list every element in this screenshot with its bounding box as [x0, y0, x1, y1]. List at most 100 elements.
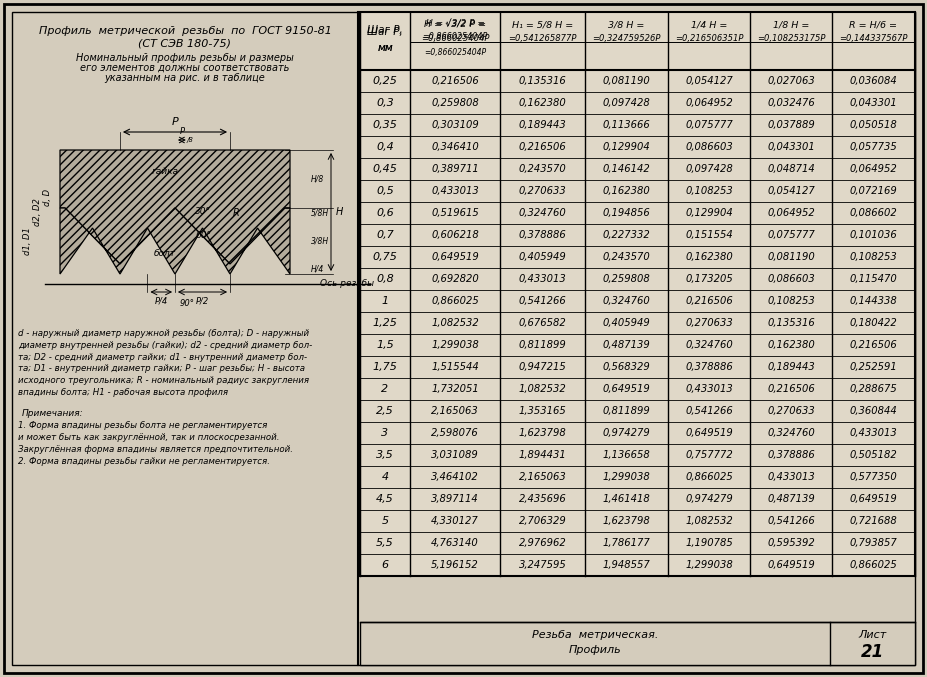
- Text: 0,974279: 0,974279: [603, 428, 651, 438]
- Text: 5,5: 5,5: [376, 538, 394, 548]
- Text: 0,676582: 0,676582: [518, 318, 566, 328]
- Text: 0,346410: 0,346410: [431, 142, 479, 152]
- Text: H = √3/2 P =: H = √3/2 P =: [425, 20, 485, 28]
- Text: 0,433013: 0,433013: [518, 274, 566, 284]
- Text: Резьба  метрическая.: Резьба метрическая.: [532, 630, 658, 640]
- Text: 4,330127: 4,330127: [431, 516, 479, 526]
- Text: 2,165063: 2,165063: [431, 406, 479, 416]
- Text: гайка: гайка: [151, 167, 179, 177]
- Text: 0,866025: 0,866025: [685, 472, 733, 482]
- Text: 0,3: 0,3: [376, 98, 394, 108]
- Text: 0,35: 0,35: [373, 120, 398, 130]
- Text: 1,136658: 1,136658: [603, 450, 651, 460]
- Text: 0,811899: 0,811899: [518, 340, 566, 350]
- Text: 1,623798: 1,623798: [518, 428, 566, 438]
- Text: 1,786177: 1,786177: [603, 538, 651, 548]
- Text: Профиль: Профиль: [568, 645, 621, 655]
- Text: 0,378886: 0,378886: [518, 230, 566, 240]
- Text: 0,081190: 0,081190: [603, 76, 651, 86]
- Text: 1,299038: 1,299038: [685, 560, 733, 570]
- Text: 3,247595: 3,247595: [518, 560, 566, 570]
- Text: его элементов должны соответствовать: его элементов должны соответствовать: [81, 63, 289, 73]
- Text: 0,064952: 0,064952: [768, 208, 815, 218]
- Text: 60°: 60°: [195, 232, 211, 240]
- Text: H₁ = 5/8 H =: H₁ = 5/8 H =: [512, 20, 573, 30]
- Text: 0,577350: 0,577350: [850, 472, 897, 482]
- Text: 0,360844: 0,360844: [850, 406, 897, 416]
- Text: P: P: [180, 127, 184, 136]
- Text: 0,541266: 0,541266: [768, 516, 815, 526]
- Text: 0,216506: 0,216506: [685, 296, 733, 306]
- Text: 4: 4: [381, 472, 388, 482]
- Text: =0,324759526P: =0,324759526P: [592, 33, 661, 43]
- Text: 0,243570: 0,243570: [603, 252, 651, 262]
- Text: 0,5: 0,5: [376, 186, 394, 196]
- Text: 0,146142: 0,146142: [603, 164, 651, 174]
- Text: 1,082532: 1,082532: [685, 516, 733, 526]
- Text: 1,190785: 1,190785: [685, 538, 733, 548]
- Text: 1,461418: 1,461418: [603, 494, 651, 504]
- Text: 0,108253: 0,108253: [768, 296, 815, 306]
- Text: 3,464102: 3,464102: [431, 472, 479, 482]
- Text: 30°: 30°: [195, 206, 211, 215]
- Text: H/8: H/8: [311, 175, 324, 183]
- Text: H: H: [336, 207, 343, 217]
- Text: болт: болт: [154, 250, 176, 259]
- Text: 3,897114: 3,897114: [431, 494, 479, 504]
- Text: 0,243570: 0,243570: [518, 164, 566, 174]
- Text: 0,115470: 0,115470: [850, 274, 897, 284]
- Text: 2,706329: 2,706329: [518, 516, 566, 526]
- Text: 0,793857: 0,793857: [850, 538, 897, 548]
- Text: 0,433013: 0,433013: [768, 472, 815, 482]
- Text: 0,7: 0,7: [376, 230, 394, 240]
- Text: 0,050518: 0,050518: [850, 120, 897, 130]
- Text: 0,259808: 0,259808: [603, 274, 651, 284]
- Text: 0,324760: 0,324760: [685, 340, 733, 350]
- Bar: [360, 622, 915, 665]
- Text: 0,216506: 0,216506: [768, 384, 815, 394]
- Text: 0,180422: 0,180422: [850, 318, 897, 328]
- Text: 0,649519: 0,649519: [431, 252, 479, 262]
- Text: 0,606218: 0,606218: [431, 230, 479, 240]
- Text: 1,732051: 1,732051: [431, 384, 479, 394]
- Text: 1,082532: 1,082532: [431, 318, 479, 328]
- Text: Номинальный профиль резьбы и размеры: Номинальный профиль резьбы и размеры: [76, 53, 294, 63]
- Text: 4,5: 4,5: [376, 494, 394, 504]
- Text: 0,048714: 0,048714: [768, 164, 815, 174]
- Text: 2,165063: 2,165063: [518, 472, 566, 482]
- Text: 3: 3: [381, 428, 388, 438]
- Text: 2,598076: 2,598076: [431, 428, 479, 438]
- Text: 0,144338: 0,144338: [850, 296, 897, 306]
- Text: 0,649519: 0,649519: [768, 560, 815, 570]
- Text: 0,487139: 0,487139: [768, 494, 815, 504]
- Text: Ось резьбы: Ось резьбы: [320, 280, 375, 288]
- Text: 0,259808: 0,259808: [431, 98, 479, 108]
- Text: d - наружный диаметр наружной резьбы (болта); D - наружный
диаметр внутренней ре: d - наружный диаметр наружной резьбы (бо…: [18, 329, 312, 397]
- Text: Лист: Лист: [858, 630, 886, 640]
- Text: 5: 5: [381, 516, 388, 526]
- Text: 0,072169: 0,072169: [850, 186, 897, 196]
- Text: H = √3/2 P =: H = √3/2 P =: [424, 20, 486, 30]
- Text: d, D: d, D: [43, 188, 52, 206]
- Text: 0,162380: 0,162380: [518, 98, 566, 108]
- Text: 1: 1: [381, 296, 388, 306]
- Text: 0,032476: 0,032476: [768, 98, 815, 108]
- Text: 0,135316: 0,135316: [518, 76, 566, 86]
- Text: 0,108253: 0,108253: [685, 186, 733, 196]
- Text: 0,270633: 0,270633: [768, 406, 815, 416]
- Text: 0,151554: 0,151554: [685, 230, 733, 240]
- Text: 2,976962: 2,976962: [518, 538, 566, 548]
- Text: 0,075777: 0,075777: [768, 230, 815, 240]
- Text: указанным на рис. и в таблице: указанным на рис. и в таблице: [105, 73, 265, 83]
- Text: 0,252591: 0,252591: [850, 362, 897, 372]
- Text: 1,25: 1,25: [373, 318, 398, 328]
- Text: 0,043301: 0,043301: [850, 98, 897, 108]
- Text: 0,057735: 0,057735: [850, 142, 897, 152]
- Text: 2. Форма впадины резьбы гайки не регламентируется.: 2. Форма впадины резьбы гайки не регламе…: [18, 457, 270, 466]
- Text: 0,189443: 0,189443: [768, 362, 815, 372]
- Text: 0,947215: 0,947215: [518, 362, 566, 372]
- Text: 0,135316: 0,135316: [768, 318, 815, 328]
- Text: 0,162380: 0,162380: [603, 186, 651, 196]
- Text: =0,866025404P: =0,866025404P: [424, 47, 486, 56]
- Text: 0,721688: 0,721688: [850, 516, 897, 526]
